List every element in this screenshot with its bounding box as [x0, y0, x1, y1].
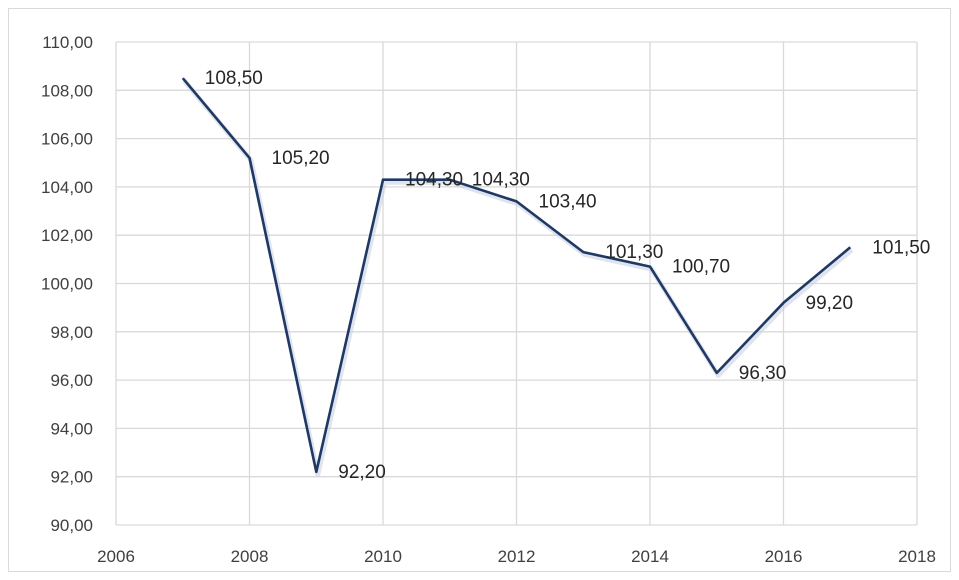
x-tick-label: 2010 — [364, 547, 402, 566]
x-tick-label: 2018 — [898, 547, 936, 566]
data-label: 104,30 — [472, 170, 530, 191]
data-label: 92,20 — [338, 462, 386, 483]
data-label: 100,70 — [672, 257, 730, 278]
y-tick-label: 110,00 — [42, 33, 93, 52]
data-label: 104,30 — [405, 170, 463, 191]
data-label: 101,30 — [605, 242, 663, 263]
x-tick-label: 2008 — [231, 547, 269, 566]
y-tick-label: 108,00 — [41, 81, 93, 100]
y-tick-label: 98,00 — [50, 323, 93, 342]
x-tick-label: 2012 — [498, 547, 536, 566]
y-tick-label: 102,00 — [41, 226, 93, 245]
axis-tick-labels: 90,00 92,00 94,00 96,00 98,00 100,00 102,00 104… — [41, 33, 936, 566]
y-tick-label: 94,00 — [50, 419, 93, 438]
y-tick-label: 92,00 — [50, 468, 93, 487]
x-tick-label: 2006 — [97, 547, 135, 566]
y-tick-label: 90,00 — [50, 516, 93, 535]
series-line — [181, 77, 852, 474]
series-layer — [181, 77, 854, 477]
data-label: 96,30 — [739, 363, 787, 384]
data-label: 103,40 — [539, 191, 597, 212]
y-tick-label: 100,00 — [41, 275, 93, 294]
data-labels: 108,50 105,20 92,20 104,30 104,30 103,40 101,3… — [205, 68, 931, 483]
y-tick-label: 106,00 — [41, 130, 93, 149]
x-tick-label: 2016 — [765, 547, 803, 566]
chart-frame — [8, 8, 951, 572]
data-label: 101,50 — [872, 237, 930, 258]
x-tick-label: 2014 — [631, 547, 669, 566]
data-label: 105,20 — [272, 148, 330, 169]
gridlines — [115, 41, 918, 526]
data-label: 108,50 — [205, 68, 263, 89]
y-tick-label: 96,00 — [50, 371, 93, 390]
series-line-shadow — [182, 79, 854, 477]
y-tick-label: 104,00 — [41, 178, 93, 197]
data-label: 99,20 — [806, 293, 854, 314]
